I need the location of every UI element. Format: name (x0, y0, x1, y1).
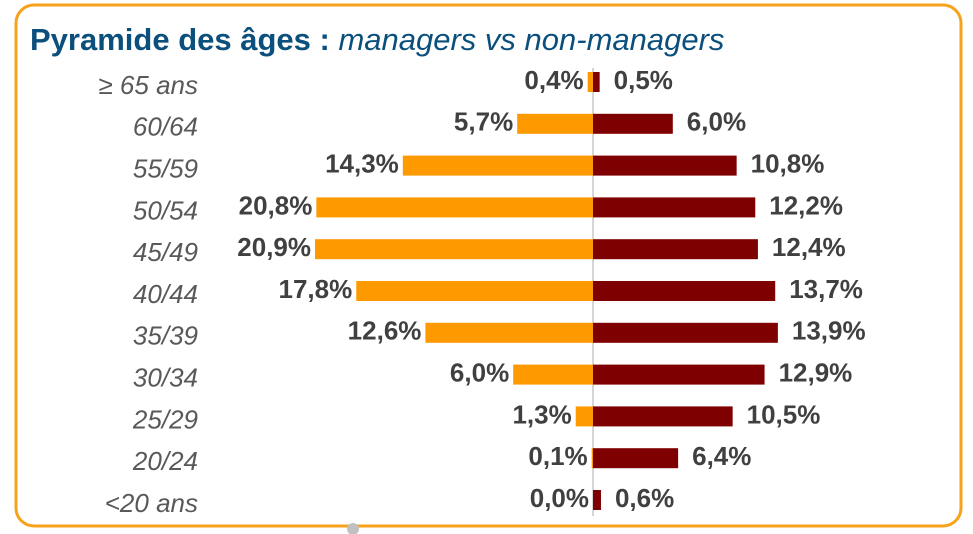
bar (575, 406, 593, 427)
category-label: 50/54 (133, 195, 198, 225)
category-label: 55/59 (133, 153, 198, 183)
category-label: 20/24 (132, 446, 198, 476)
category-label: <20 ans (105, 488, 198, 518)
value-label: 13,7% (789, 274, 863, 304)
value-label: 20,9% (237, 232, 311, 262)
category-label: ≥ 65 ans (98, 70, 198, 100)
bar (315, 239, 593, 260)
bar (593, 490, 601, 510)
chart-title: Pyramide des âges : managers vs non-mana… (30, 22, 724, 57)
value-label: 6,4% (692, 441, 751, 471)
bar (593, 239, 758, 260)
bar (316, 197, 593, 218)
value-label: 5,7% (454, 107, 513, 137)
value-label: 20,8% (239, 190, 313, 220)
value-label: 14,3% (325, 148, 399, 178)
value-label: 6,0% (687, 107, 746, 137)
value-label: 12,2% (769, 190, 843, 220)
value-label: 12,9% (779, 357, 853, 387)
bar (402, 155, 593, 176)
value-label: 10,8% (751, 148, 825, 178)
title: Pyramide des âges : (30, 22, 330, 57)
bar (593, 281, 776, 301)
bar (593, 113, 673, 134)
value-label: 12,6% (348, 316, 422, 346)
category-label: 60/64 (133, 112, 198, 142)
bar (517, 113, 593, 134)
bar (593, 322, 778, 343)
bar (425, 322, 593, 343)
category-label: 30/34 (133, 362, 198, 392)
value-label: 0,1% (528, 441, 587, 471)
category-label: 45/49 (133, 237, 198, 267)
category-label: 40/44 (133, 279, 198, 309)
bar (593, 364, 765, 385)
value-label: 0,0% (530, 483, 589, 513)
value-label: 6,0% (450, 357, 509, 387)
handle (347, 523, 359, 534)
bar (593, 72, 600, 92)
bar (593, 155, 737, 176)
category-label: 25/29 (132, 404, 198, 434)
bar (587, 72, 593, 92)
value-label: 10,5% (747, 399, 821, 429)
value-label: 17,8% (279, 274, 353, 304)
bar (356, 281, 593, 301)
bar (593, 406, 733, 427)
bar (593, 448, 679, 469)
subtitle: managers vs non-managers (338, 22, 724, 57)
value-label: 0,5% (614, 65, 673, 95)
frame (14, 3, 963, 528)
value-label: 0,6% (615, 483, 674, 513)
category-label: 35/39 (133, 321, 198, 351)
bar (513, 364, 593, 385)
value-label: 13,9% (792, 316, 866, 346)
bar (593, 197, 756, 218)
value-label: 1,3% (512, 399, 571, 429)
value-label: 0,4% (524, 65, 583, 95)
bar (591, 448, 593, 469)
value-label: 12,4% (772, 232, 846, 262)
